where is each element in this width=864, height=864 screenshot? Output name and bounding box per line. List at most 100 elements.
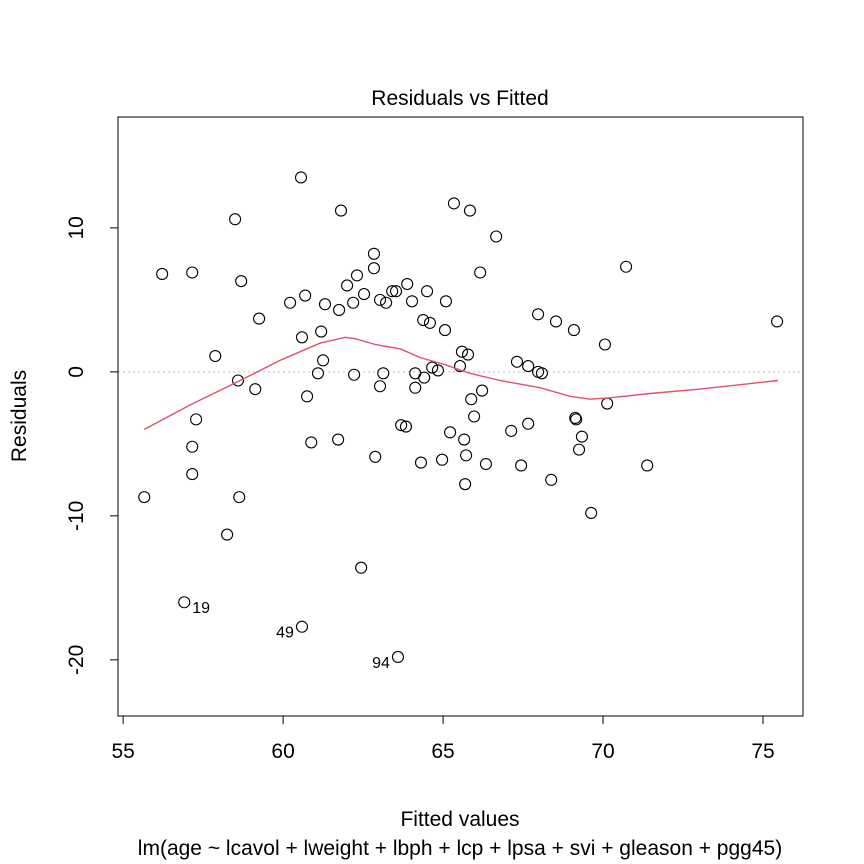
y-axis-label: Residuals	[8, 370, 31, 462]
y-tick-label: 10	[65, 216, 88, 239]
data-point	[367, 262, 381, 275]
data-point	[405, 295, 419, 308]
data-point	[389, 285, 403, 298]
data-point	[453, 360, 467, 373]
data-point	[401, 277, 414, 291]
data-point	[455, 345, 468, 358]
x-tick-label: 70	[591, 740, 614, 763]
data-point	[431, 364, 444, 377]
data-point	[350, 269, 364, 282]
data-point	[235, 275, 248, 288]
data-point	[535, 367, 548, 380]
data-point	[490, 230, 503, 243]
data-point	[341, 279, 354, 292]
data-point	[284, 296, 297, 309]
outlier-label: 19	[192, 600, 210, 617]
model-formula-subtitle: lm(age ~ lcavol + lweight + lbph + lcp +…	[138, 837, 782, 860]
data-point	[380, 296, 393, 309]
chart-title: Residuals vs Fitted	[371, 87, 548, 110]
data-point	[598, 338, 612, 351]
data-point	[460, 449, 473, 462]
data-point	[439, 295, 452, 308]
data-point	[355, 561, 368, 574]
data-point	[253, 312, 266, 325]
data-point	[438, 324, 452, 337]
data-point	[476, 384, 489, 397]
data-point	[348, 368, 361, 381]
data-point	[299, 289, 312, 302]
data-point	[444, 426, 457, 439]
data-point	[178, 596, 191, 609]
data-point	[209, 349, 222, 363]
y-tick-label: -20	[65, 645, 88, 675]
data-point	[373, 293, 387, 306]
outlier-label: 94	[372, 655, 390, 672]
data-point	[515, 459, 528, 472]
data-point	[426, 361, 439, 374]
data-point	[367, 247, 381, 260]
data-point	[575, 430, 588, 443]
data-point	[301, 390, 314, 403]
data-point	[409, 381, 422, 394]
data-point	[305, 436, 318, 449]
data-point	[458, 433, 471, 446]
x-tick-label: 75	[751, 740, 774, 763]
data-point	[156, 267, 169, 280]
data-point	[347, 296, 360, 309]
data-point	[221, 528, 234, 541]
plot-frame	[117, 116, 804, 717]
data-point	[567, 324, 580, 337]
data-point	[229, 213, 242, 226]
data-point	[505, 424, 518, 437]
data-point	[231, 374, 245, 387]
data-point	[569, 411, 582, 424]
data-point	[315, 325, 328, 338]
outlier-label: 49	[276, 625, 294, 642]
data-point	[186, 266, 199, 279]
data-point	[369, 450, 382, 463]
x-axis-label: Fitted values	[400, 808, 519, 831]
data-point	[532, 308, 545, 321]
data-point	[377, 367, 390, 380]
data-point	[373, 380, 387, 393]
data-point	[391, 650, 405, 664]
data-point	[572, 443, 586, 456]
data-point	[479, 457, 492, 471]
lowess-smooth-line	[143, 336, 779, 431]
data-point	[295, 620, 309, 633]
data-point	[461, 348, 475, 361]
data-point	[641, 459, 654, 472]
data-point	[414, 456, 428, 469]
data-point	[468, 410, 481, 423]
data-point	[190, 413, 203, 426]
y-tick-label: 0	[65, 366, 88, 378]
data-point	[463, 204, 476, 217]
data-point	[570, 413, 583, 426]
data-point	[357, 288, 371, 301]
data-point	[186, 440, 199, 453]
data-point	[510, 355, 524, 368]
data-point	[294, 171, 308, 184]
data-point	[423, 316, 436, 329]
data-point	[585, 506, 598, 520]
data-point	[522, 417, 535, 430]
data-point	[138, 491, 151, 504]
data-point	[418, 371, 431, 384]
data-point	[549, 315, 563, 328]
data-point	[395, 419, 408, 432]
data-point	[333, 303, 346, 316]
data-point	[545, 473, 558, 486]
data-point	[421, 285, 434, 298]
data-point	[601, 397, 614, 410]
data-point	[771, 315, 784, 328]
x-tick-label: 55	[111, 740, 134, 763]
x-tick-label: 60	[271, 740, 294, 763]
data-point	[459, 478, 472, 491]
data-point	[317, 354, 330, 367]
data-point	[233, 491, 246, 504]
x-tick-label: 65	[431, 740, 454, 763]
data-point	[474, 266, 487, 279]
data-point	[311, 367, 325, 380]
data-point	[295, 331, 309, 344]
